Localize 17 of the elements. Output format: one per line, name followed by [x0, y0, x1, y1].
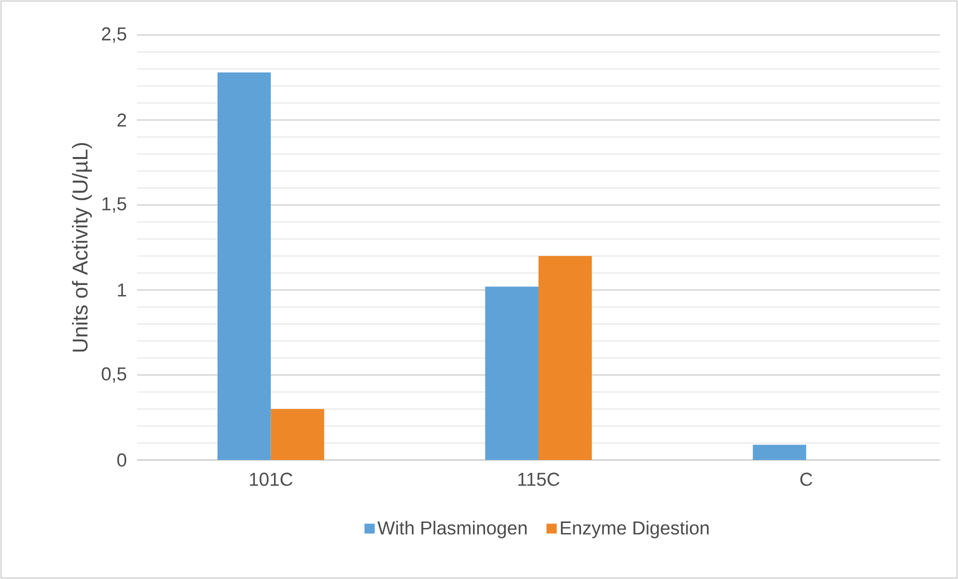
bar: [270, 408, 324, 460]
bar: [218, 72, 271, 460]
y-tick-label: 0: [117, 453, 126, 467]
bar: [752, 444, 806, 460]
legend-label: With Plasminogen: [377, 520, 527, 538]
y-tick-label: 1: [118, 284, 126, 296]
y-tick-label: 2,5: [102, 27, 126, 43]
y-tick-label: 2: [118, 113, 126, 127]
y-tick-label: 1,5: [102, 197, 126, 213]
legend-label: Enzyme Digestion: [560, 520, 709, 538]
x-tick-label: 101C: [250, 472, 292, 486]
bar: [485, 286, 538, 460]
x-tick-label: C: [800, 472, 812, 486]
y-tick-label: 0,5: [102, 367, 126, 383]
bar: [538, 256, 592, 460]
y-axis-title: Units of Activity (U/µL): [72, 143, 92, 352]
x-tick-label: 115C: [518, 472, 560, 486]
